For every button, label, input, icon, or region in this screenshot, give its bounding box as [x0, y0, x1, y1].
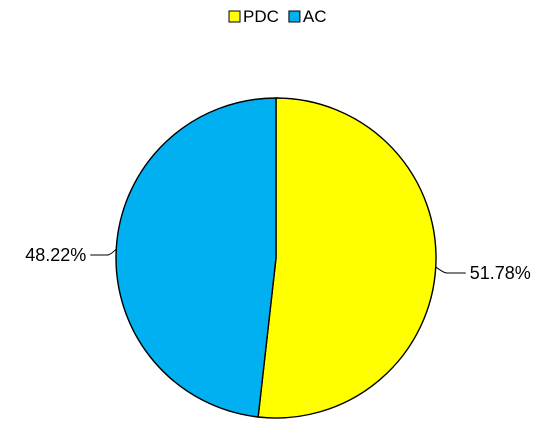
legend-item-pdc: PDC	[228, 7, 279, 26]
pie-slice-pdc	[257, 97, 437, 419]
legend: PDC AC	[228, 7, 327, 26]
data-labels: 51.78% 48.22%	[25, 245, 531, 283]
pie-slice-ac	[115, 97, 277, 418]
legend-swatch-ac	[288, 10, 301, 23]
data-label-pdc: 51.78%	[470, 263, 531, 283]
data-label-ac: 48.22%	[25, 245, 86, 265]
leader-line-pdc	[435, 266, 466, 274]
legend-swatch-pdc	[228, 10, 241, 23]
leader-line-ac	[90, 248, 117, 256]
legend-item-ac: AC	[288, 7, 327, 26]
pie-slices	[115, 97, 437, 419]
legend-label-pdc: PDC	[243, 7, 279, 26]
legend-label-ac: AC	[303, 7, 327, 26]
